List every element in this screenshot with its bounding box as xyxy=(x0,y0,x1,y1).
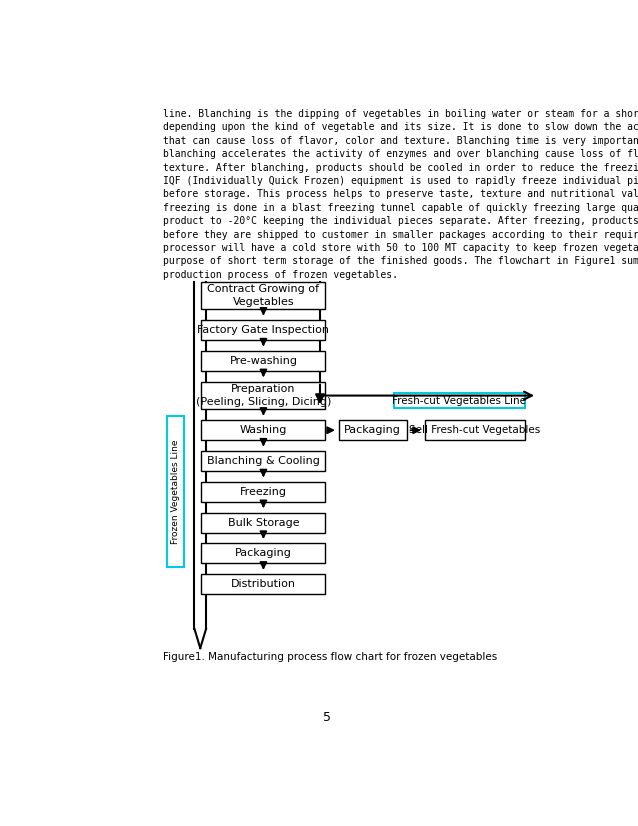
Text: Figure1. Manufacturing process flow chart for frozen vegetables: Figure1. Manufacturing process flow char… xyxy=(163,652,497,662)
Text: Contract Growing of
Vegetables: Contract Growing of Vegetables xyxy=(207,284,320,306)
FancyBboxPatch shape xyxy=(339,420,407,440)
FancyBboxPatch shape xyxy=(167,416,184,567)
FancyBboxPatch shape xyxy=(425,420,525,440)
FancyBboxPatch shape xyxy=(202,282,325,309)
Text: Sell Fresh-cut Vegetables: Sell Fresh-cut Vegetables xyxy=(410,425,540,435)
Text: Washing: Washing xyxy=(240,425,287,435)
Text: Fresh-cut Vegetables Line: Fresh-cut Vegetables Line xyxy=(392,396,526,406)
FancyBboxPatch shape xyxy=(202,574,325,594)
Text: IQF (Individually Quick Frozen) equipment is used to rapidly freeze individual p: IQF (Individually Quick Frozen) equipmen… xyxy=(163,176,638,280)
Text: Distribution: Distribution xyxy=(231,579,296,589)
FancyBboxPatch shape xyxy=(202,451,325,471)
FancyBboxPatch shape xyxy=(394,393,524,408)
Text: Freezing: Freezing xyxy=(240,487,287,496)
Text: Packaging: Packaging xyxy=(345,425,401,435)
FancyBboxPatch shape xyxy=(202,420,325,440)
Text: 5: 5 xyxy=(323,711,331,724)
FancyBboxPatch shape xyxy=(202,544,325,563)
Text: Pre-washing: Pre-washing xyxy=(230,356,297,366)
Text: Packaging: Packaging xyxy=(235,548,292,558)
Text: Bulk Storage: Bulk Storage xyxy=(228,518,299,528)
FancyBboxPatch shape xyxy=(202,382,325,410)
Text: Frozen Vegetables Line: Frozen Vegetables Line xyxy=(170,439,179,544)
Text: Blanching & Cooling: Blanching & Cooling xyxy=(207,456,320,466)
FancyBboxPatch shape xyxy=(202,482,325,502)
Text: line. Blanching is the dipping of vegetables in boiling water or steam for a sho: line. Blanching is the dipping of vegeta… xyxy=(163,109,638,173)
Text: Factory Gate Inspection: Factory Gate Inspection xyxy=(197,325,329,335)
FancyBboxPatch shape xyxy=(202,320,325,340)
FancyBboxPatch shape xyxy=(202,351,325,371)
Text: Preparation
(Peeling, Slicing, Dicing): Preparation (Peeling, Slicing, Dicing) xyxy=(196,384,331,406)
FancyBboxPatch shape xyxy=(202,513,325,533)
